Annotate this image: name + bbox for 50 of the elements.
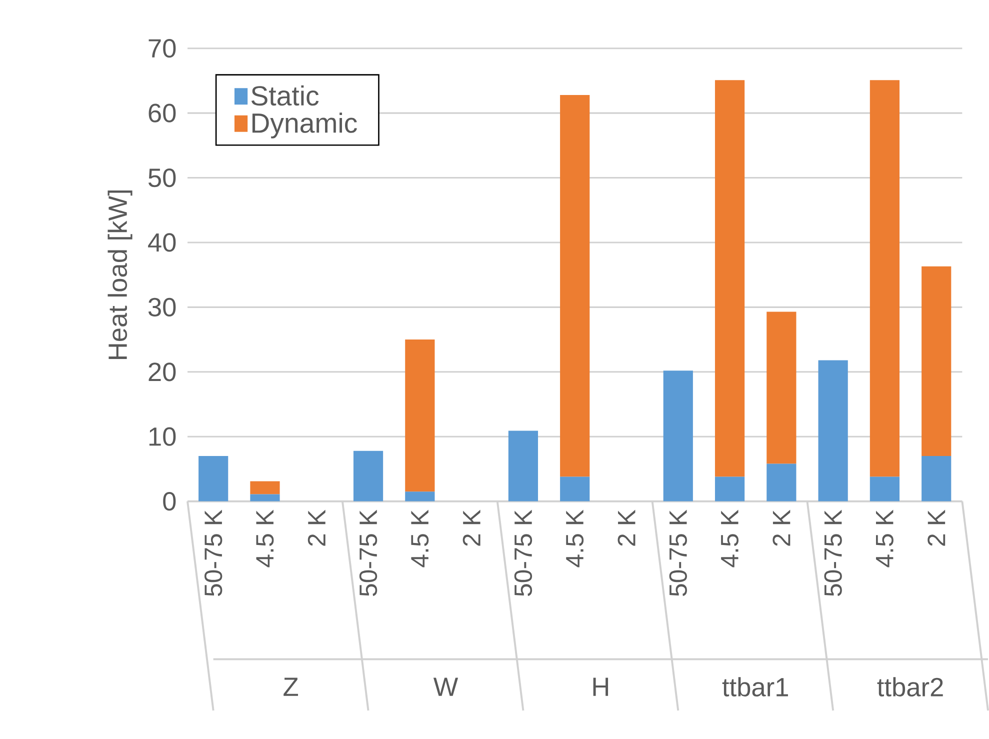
y-tick-label: 10 bbox=[149, 427, 176, 446]
x-tick-label: 2 K bbox=[772, 510, 790, 546]
x-tick-label: 50-75 K bbox=[359, 510, 378, 596]
bar bbox=[922, 456, 952, 502]
x-tick-label: 4.5 K bbox=[721, 510, 739, 568]
y-tick-label: 50 bbox=[148, 168, 176, 188]
bar bbox=[663, 370, 693, 502]
text: Z bbox=[284, 678, 298, 696]
y-axis-title: Heat load [kW] bbox=[108, 190, 132, 359]
bar bbox=[766, 464, 796, 502]
x-tick-label: 50-75 K bbox=[204, 510, 222, 596]
legend-label: Static bbox=[251, 85, 319, 106]
x-tick-label: 4.5 K bbox=[411, 510, 429, 568]
bar bbox=[250, 494, 280, 502]
x-tick-label: 4.5 K bbox=[256, 510, 274, 568]
bar bbox=[714, 80, 745, 477]
x-tick-label: 2 K bbox=[928, 510, 946, 546]
x-tick-label: 4.5 K bbox=[876, 510, 894, 568]
y-tick-label: 30 bbox=[148, 298, 176, 316]
bar bbox=[560, 476, 590, 502]
x-tick-label: 50-75 K bbox=[669, 510, 687, 596]
x-tick-label: 50-75 K bbox=[824, 510, 842, 596]
bar bbox=[405, 492, 435, 502]
y-tick-label: 70 bbox=[148, 38, 176, 58]
text: W bbox=[433, 678, 458, 696]
y-tick-label: 40 bbox=[148, 233, 176, 252]
y-tick-label: 60 bbox=[148, 104, 176, 122]
legend-label: Dynamic bbox=[252, 112, 357, 138]
bar bbox=[250, 481, 280, 494]
text: ttbar2 bbox=[877, 677, 943, 696]
y-tick-label: 20 bbox=[148, 362, 176, 382]
bar bbox=[922, 266, 952, 456]
x-tick-label: 2 K bbox=[618, 510, 636, 546]
y-tick-label: 0 bbox=[163, 492, 176, 511]
x-tick-label: 50-75 K bbox=[514, 510, 532, 596]
bar bbox=[818, 360, 848, 502]
bar bbox=[870, 80, 900, 477]
bar bbox=[508, 430, 538, 502]
x-tick-label: 2 K bbox=[462, 510, 480, 546]
text: H bbox=[593, 678, 608, 696]
bar bbox=[198, 456, 228, 502]
bar bbox=[714, 476, 745, 502]
x-tick-label: 2 K bbox=[308, 510, 326, 546]
bar bbox=[870, 476, 900, 502]
bar bbox=[560, 94, 590, 477]
text: ttbar1 bbox=[722, 677, 788, 696]
x-tick-label: 4.5 K bbox=[566, 510, 584, 568]
bar bbox=[405, 339, 435, 492]
bar bbox=[766, 312, 796, 464]
bar bbox=[353, 450, 384, 502]
